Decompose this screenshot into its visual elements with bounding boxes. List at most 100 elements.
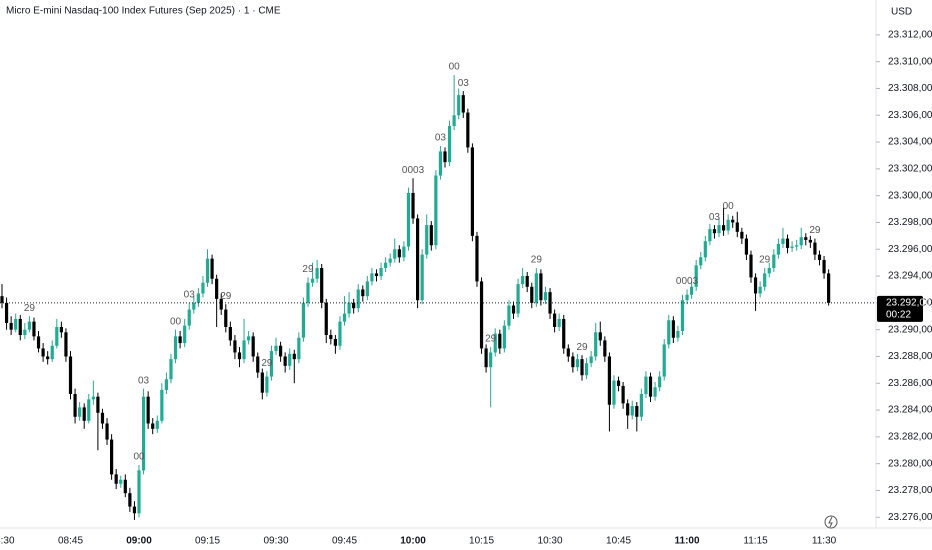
candle-annotation: 03	[435, 133, 447, 144]
candle-body	[219, 298, 223, 310]
candle-body	[379, 268, 383, 277]
candle-body	[466, 112, 470, 148]
candle-body	[247, 336, 251, 341]
candle-annotation: 29	[485, 334, 497, 345]
candle-body	[827, 273, 831, 303]
candle-body	[726, 219, 730, 231]
candle-body	[658, 376, 662, 388]
candle-body	[767, 268, 771, 274]
y-tick-label: 23.286,00	[888, 378, 932, 389]
candle-body	[297, 337, 301, 360]
x-tick-label: 09:45	[332, 536, 357, 547]
candle-body	[18, 318, 22, 336]
y-tick-label: 23.276,00	[888, 512, 932, 523]
candle-body	[790, 246, 794, 248]
candle-body	[566, 348, 570, 357]
candle-body	[630, 406, 634, 416]
candle-body	[589, 356, 593, 364]
candle-body	[562, 318, 566, 349]
candle-body	[489, 352, 493, 368]
candle-body	[137, 470, 141, 514]
candle-body	[690, 286, 694, 295]
y-tick-label: 23.304,00	[888, 137, 932, 148]
y-tick-label: 23.306,00	[888, 110, 932, 121]
lightning-icon[interactable]	[824, 515, 838, 529]
candle-body	[671, 320, 675, 338]
candle-body	[443, 151, 447, 163]
candle-body	[525, 276, 529, 287]
candle-body	[644, 376, 648, 394]
candle-body	[46, 356, 50, 360]
candle-body	[635, 406, 639, 417]
candle-body	[479, 281, 484, 349]
candle-body	[324, 302, 328, 336]
y-tick-label: 23.296,00	[888, 244, 932, 255]
candle-body	[521, 276, 525, 285]
last-price-box	[877, 295, 923, 322]
candle-body	[676, 331, 680, 338]
candle-body	[648, 376, 653, 397]
candle-body	[584, 363, 589, 376]
currency[interactable]: USD	[891, 7, 912, 18]
candle-body	[429, 225, 433, 246]
candle-body	[699, 257, 703, 266]
candle-body	[164, 379, 169, 390]
candle-body	[96, 396, 100, 413]
candle-body	[822, 259, 826, 274]
candle-annotation: 00	[449, 62, 461, 73]
y-tick-label: 23.300,00	[888, 190, 932, 201]
candle-body	[680, 300, 685, 332]
candle-annotation: 29	[302, 264, 314, 275]
candle-body	[721, 225, 726, 231]
candle-body	[452, 115, 456, 126]
y-tick-label: 23.290,00	[888, 324, 932, 335]
candle-body	[461, 95, 465, 113]
candle-body	[292, 353, 296, 360]
candle-body	[534, 273, 538, 303]
candle-body	[114, 474, 118, 484]
candle-body	[242, 340, 246, 360]
candle-body	[315, 268, 319, 279]
y-tick-label: 23.288,00	[888, 351, 932, 362]
candle-body	[731, 219, 735, 223]
candle-body	[447, 125, 452, 163]
candle-body	[530, 286, 534, 303]
candle-body	[251, 336, 255, 357]
candle-body	[201, 282, 205, 294]
candle-body	[178, 336, 182, 344]
x-tick-label: 11:00	[675, 536, 700, 547]
candle-body	[763, 273, 767, 287]
candle-body	[132, 506, 137, 514]
candle-body	[228, 326, 232, 341]
candle-body	[283, 356, 287, 366]
candle-body	[388, 258, 392, 263]
chart-title: Micro E-mini Nasdaq-100 Index Futures (S…	[6, 6, 281, 17]
candle-body	[626, 403, 630, 416]
candle-body	[128, 493, 132, 507]
candle-body	[667, 320, 671, 345]
y-tick-label: 23.308,00	[888, 83, 932, 94]
candle-body	[384, 262, 388, 269]
candle-body	[753, 277, 758, 294]
candle-body	[100, 412, 105, 424]
candle-body	[256, 356, 260, 373]
candle-body	[183, 325, 187, 344]
y-tick-label: 23.302,00	[888, 163, 932, 174]
candle-body	[36, 336, 41, 349]
candle-body	[160, 389, 164, 421]
candle-body	[196, 293, 200, 303]
candle-annotation: 00	[133, 452, 145, 463]
candle-body	[41, 348, 45, 357]
candle-body	[356, 289, 360, 309]
candle-body	[306, 282, 310, 303]
candle-annotation: 03	[709, 212, 721, 223]
candle-body	[205, 258, 210, 283]
y-tick-label: 23.284,00	[888, 405, 932, 416]
candle-body	[749, 254, 753, 278]
countdown: 00:22	[886, 310, 911, 321]
candle-body	[370, 273, 374, 282]
candle-body	[712, 229, 717, 234]
candle-annotation: 29	[220, 291, 232, 302]
x-tick-label: 09:15	[195, 536, 220, 547]
candle-body	[411, 192, 415, 219]
